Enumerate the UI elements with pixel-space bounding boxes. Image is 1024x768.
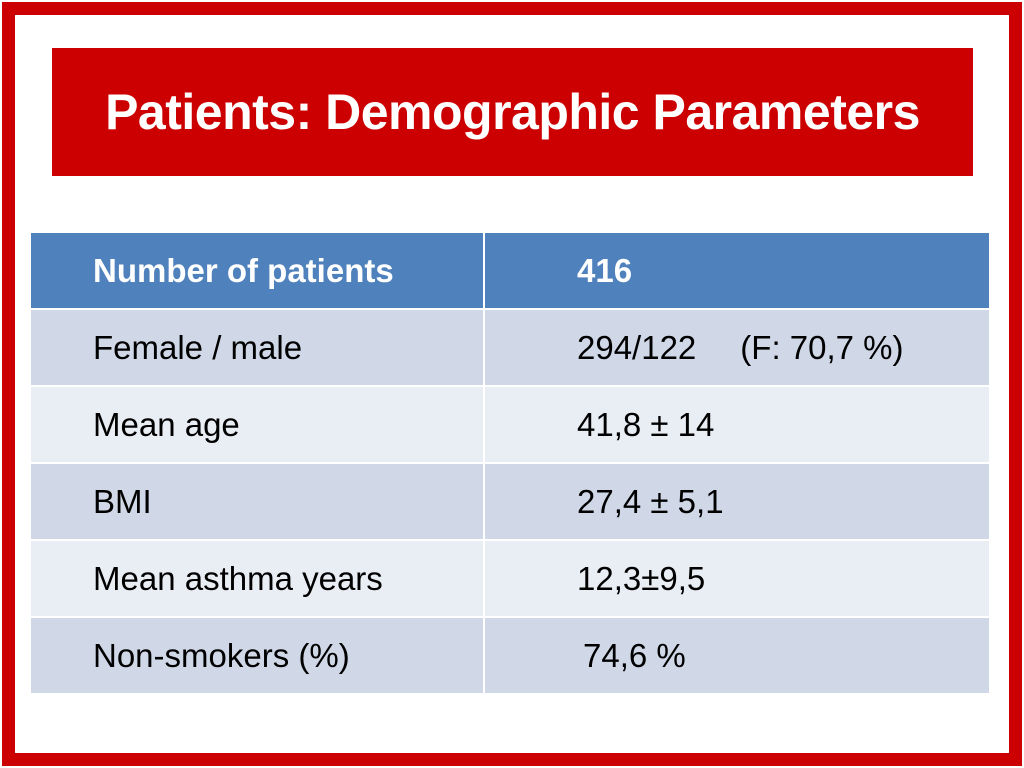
row-label: Mean age	[29, 385, 485, 464]
title-banner: Patients: Demographic Parameters	[52, 48, 973, 176]
female-percentage-note: (F: 70,7 %)	[740, 328, 904, 366]
female-male-ratio: 294/122	[577, 328, 697, 366]
header-value-number-of-patients: 416	[483, 231, 991, 310]
slide-title: Patients: Demographic Parameters	[105, 84, 920, 140]
table-header-row: Number of patients 416	[29, 231, 991, 310]
row-label: Non-smokers (%)	[29, 616, 485, 695]
row-label: Female / male	[29, 308, 485, 387]
row-value: 294/122 (F: 70,7 %)	[483, 308, 991, 387]
table-row-female-male: Female / male 294/122 (F: 70,7 %)	[29, 308, 991, 387]
table-row-mean-asthma-years: Mean asthma years 12,3±9,5	[29, 539, 991, 618]
row-label: BMI	[29, 462, 485, 541]
table-row-bmi: BMI 27,4 ± 5,1	[29, 462, 991, 541]
header-label-number-of-patients: Number of patients	[29, 231, 485, 310]
table-row-mean-age: Mean age 41,8 ± 14	[29, 385, 991, 464]
row-value: 74,6 %	[483, 616, 991, 695]
row-value: 12,3±9,5	[483, 539, 991, 618]
row-value: 27,4 ± 5,1	[483, 462, 991, 541]
table-row-non-smokers: Non-smokers (%) 74,6 %	[29, 616, 991, 695]
row-label: Mean asthma years	[29, 539, 485, 618]
demographics-table: Number of patients 416 Female / male 294…	[29, 231, 991, 695]
row-value: 41,8 ± 14	[483, 385, 991, 464]
